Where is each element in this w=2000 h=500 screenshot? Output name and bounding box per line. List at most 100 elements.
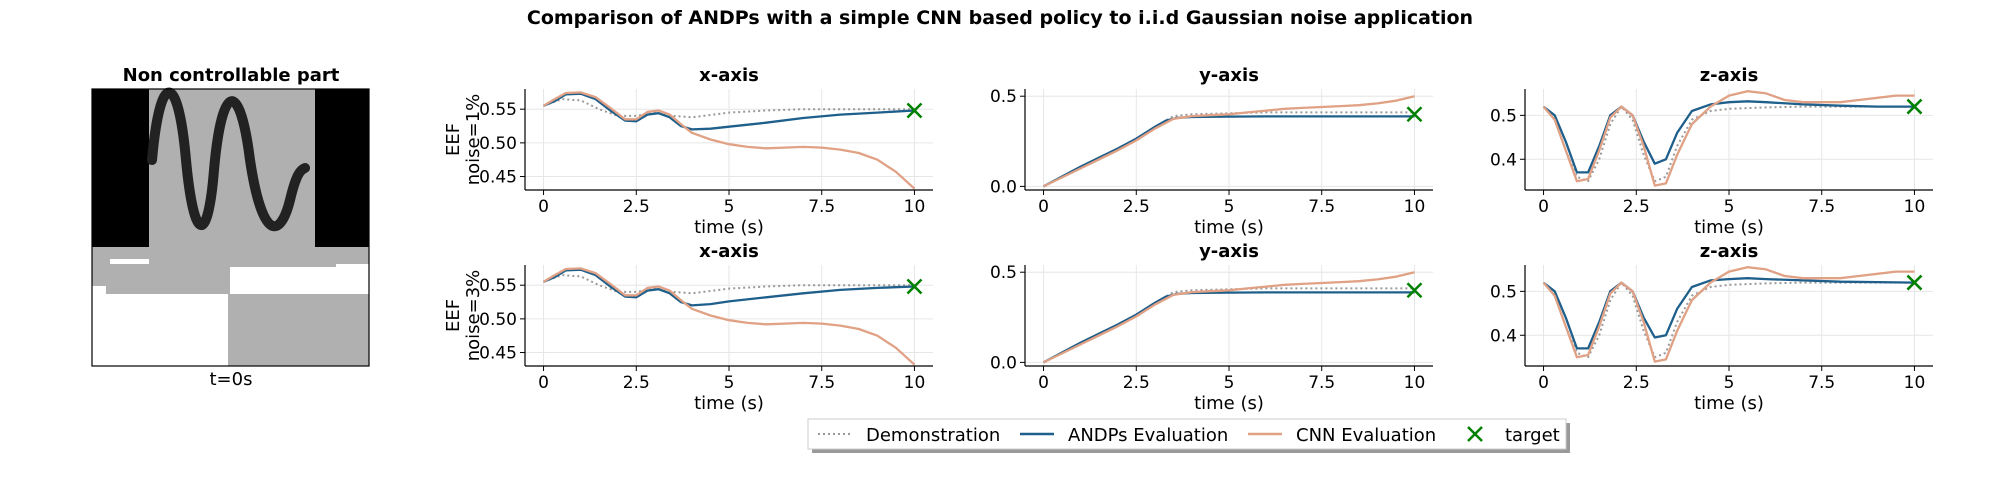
x-tick-label: 7.5: [1308, 373, 1335, 393]
image-gray-region-mid-left: [92, 264, 230, 294]
y-tick-label: 0.50: [479, 134, 517, 154]
series-line-andps: [1542, 277, 1915, 350]
x-tick-label: 0: [1538, 197, 1549, 217]
x-axis-label: time (s): [1694, 217, 1764, 238]
x-axis-label: time (s): [1194, 393, 1264, 414]
legend-target-label: target: [1505, 425, 1560, 446]
y-tick-label: 0.45: [479, 168, 517, 188]
chart-title: x-axis: [699, 241, 759, 262]
x-tick-label: 10: [1904, 373, 1926, 393]
legend-demonstration-label: Demonstration: [866, 425, 1000, 446]
y-tick-label: 0.55: [479, 100, 517, 120]
series-line-demonstration: [543, 274, 915, 295]
chart-title: y-axis: [1199, 65, 1259, 86]
y-tick-label: 0.5: [1490, 106, 1517, 126]
y-tick-label: 0.50: [479, 310, 517, 330]
x-tick-label: 2.5: [623, 197, 650, 217]
chart-title: y-axis: [1199, 241, 1259, 262]
legend-target-marker: [1467, 426, 1483, 442]
target-marker: [1906, 274, 1923, 291]
target-marker: [1406, 282, 1423, 299]
image-gray-band-1: [92, 247, 369, 259]
chart-panel-3: 0 2.5 5 7.5 10 0.4 0.5 z-axis time (s): [1490, 65, 1933, 238]
y-axis-label: EEFnoise=3%: [443, 270, 484, 362]
x-tick-label: 2.5: [623, 373, 650, 393]
x-tick-label: 5: [1724, 197, 1735, 217]
series-line-andps: [543, 268, 915, 307]
sinusoid-trace: [147, 87, 310, 232]
x-tick-label: 0: [538, 373, 549, 393]
y-tick-label: 0.4: [1490, 150, 1517, 170]
x-tick-label: 0: [538, 197, 549, 217]
x-tick-label: 10: [904, 373, 926, 393]
image-gray-band-3: [228, 259, 369, 267]
image-panel-title: Non controllable part: [123, 65, 340, 86]
x-axis-label: time (s): [694, 393, 764, 414]
target-marker: [906, 102, 923, 119]
chart-title: z-axis: [1700, 241, 1759, 262]
x-axis-label: time (s): [694, 217, 764, 238]
x-tick-label: 10: [1904, 197, 1926, 217]
y-tick-label: 0.5: [990, 87, 1017, 107]
x-axis-label: time (s): [1194, 217, 1264, 238]
image-white-notch-right: [336, 264, 369, 274]
image-black-region-left: [92, 89, 149, 247]
x-tick-label: 7.5: [808, 373, 835, 393]
chart-panel-1: 0 2.5 5 7.5 10 0.45 0.50 0.55 x-axis time (s) EEFn…: [443, 65, 933, 238]
series-line-cnn: [1042, 271, 1415, 364]
x-tick-label: 7.5: [1808, 197, 1835, 217]
y-tick-label: 0.45: [479, 344, 517, 364]
x-tick-label: 5: [1224, 197, 1235, 217]
x-axis-label: time (s): [1694, 393, 1764, 414]
image-gray-region-bottom-right: [228, 294, 369, 366]
x-tick-label: 5: [1724, 373, 1735, 393]
x-tick-label: 0: [1038, 373, 1049, 393]
series-line-cnn: [542, 267, 916, 366]
x-tick-label: 7.5: [808, 197, 835, 217]
x-tick-label: 2.5: [1623, 373, 1650, 393]
target-marker: [1406, 106, 1423, 123]
image-frame: [91, 88, 370, 367]
x-tick-label: 10: [1404, 373, 1426, 393]
image-white-notch: [92, 286, 106, 294]
y-tick-label: 0.0: [990, 353, 1017, 373]
series-line-cnn: [542, 91, 916, 190]
y-tick-label: 0.5: [1490, 282, 1517, 302]
series-line-cnn: [1542, 266, 1915, 363]
chart-panel-2: 0 2.5 5 7.5 10 0.0 0.5 y-axis time (s): [990, 65, 1433, 238]
x-tick-label: 2.5: [1123, 197, 1150, 217]
chart-panel-6: 0 2.5 5 7.5 10 0.4 0.5 z-axis time (s): [1490, 241, 1933, 414]
chart-panel-4: 0 2.5 5 7.5 10 0.45 0.50 0.55 x-axis time (s) EEFn…: [443, 241, 933, 414]
series-line-cnn: [1542, 90, 1915, 187]
x-tick-label: 2.5: [1623, 197, 1650, 217]
image-black-region-right: [315, 89, 369, 247]
x-tick-label: 2.5: [1123, 373, 1150, 393]
series-line-andps: [1542, 100, 1915, 174]
chart-panel-5: 0 2.5 5 7.5 10 0.0 0.5 y-axis time (s): [990, 241, 1433, 414]
x-tick-label: 0: [1538, 373, 1549, 393]
y-tick-label: 0.4: [1490, 326, 1517, 346]
x-tick-label: 10: [1404, 197, 1426, 217]
series-line-demonstration: [1542, 281, 1915, 359]
target-marker: [906, 278, 923, 295]
legend-box: [807, 418, 1567, 450]
y-tick-label: 0.5: [990, 263, 1017, 283]
series-line-demonstration: [543, 98, 915, 119]
x-tick-label: 10: [904, 197, 926, 217]
figure-title: Comparison of ANDPs with a simple CNN ba…: [527, 7, 1473, 29]
legend: Demonstration ANDPs Evaluation CNN Evalu…: [807, 418, 1570, 453]
camera-image: [91, 87, 370, 367]
series-line-andps: [543, 92, 915, 131]
image-gray-region-top: [149, 89, 315, 264]
x-tick-label: 5: [1224, 373, 1235, 393]
legend-andps-label: ANDPs Evaluation: [1068, 425, 1228, 446]
x-tick-label: 0: [1038, 197, 1049, 217]
image-caption: t=0s: [210, 369, 253, 390]
image-panel: Non controllable part t=0s: [91, 65, 370, 390]
y-tick-label: 0.55: [479, 276, 517, 296]
x-tick-label: 5: [724, 373, 735, 393]
chart-title: z-axis: [1700, 65, 1759, 86]
series-line-cnn: [1042, 95, 1415, 188]
y-axis-label: EEFnoise=1%: [443, 94, 484, 186]
chart-title: x-axis: [699, 65, 759, 86]
